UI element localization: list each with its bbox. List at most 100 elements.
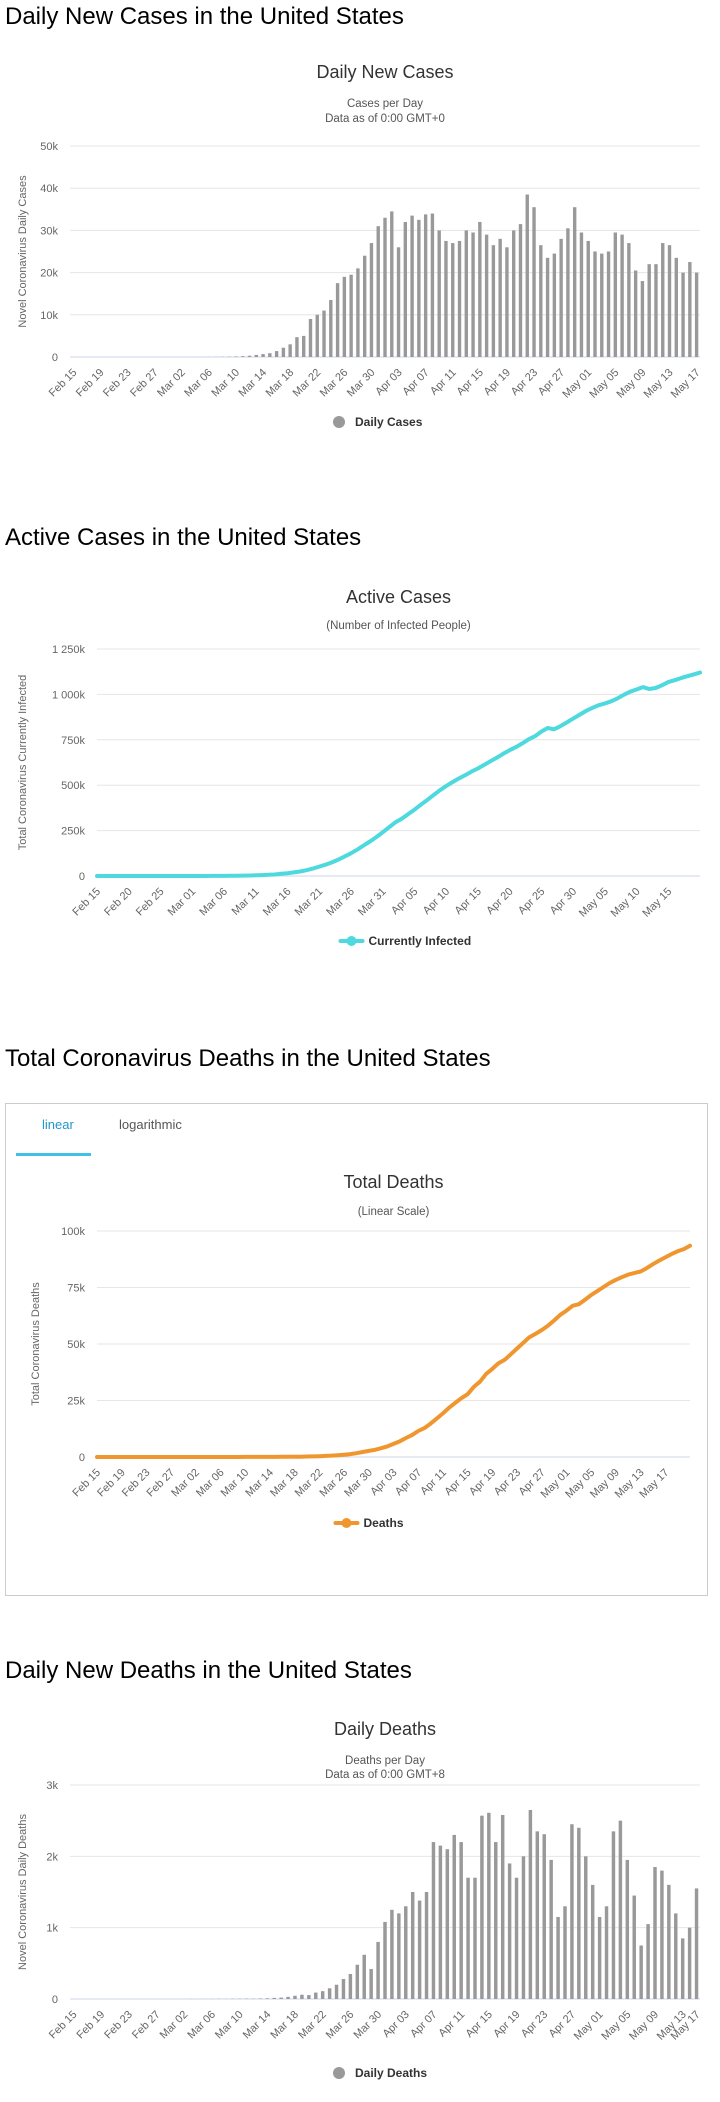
bar — [369, 243, 374, 357]
bar — [362, 1954, 366, 1999]
bar — [268, 353, 272, 357]
bar — [613, 232, 618, 357]
x-tick-label: Mar 22 — [296, 2009, 329, 2042]
bar — [356, 268, 360, 357]
bar — [653, 1867, 657, 1999]
bar — [620, 234, 624, 357]
bar — [315, 314, 319, 357]
bar — [491, 245, 496, 357]
x-tick-label: May 10 — [609, 886, 643, 920]
bar — [525, 194, 529, 357]
active-cases-heading: Active Cases in the United States — [5, 524, 362, 551]
bar — [457, 240, 462, 357]
bar — [535, 1831, 540, 1999]
x-tick-label: Apr 20 — [484, 886, 515, 917]
bar — [390, 1909, 394, 1999]
bar — [349, 274, 353, 357]
x-tick-label: Apr 11 — [428, 367, 459, 398]
bar — [688, 262, 692, 357]
tab-logarithmic[interactable]: logarithmic — [119, 1117, 182, 1132]
bar — [279, 1997, 283, 1999]
x-tick-label: Feb 27 — [130, 2009, 163, 2042]
bar — [293, 1995, 297, 1999]
legend-marker — [333, 416, 345, 428]
bar — [570, 1824, 574, 1999]
series-line — [95, 1243, 692, 1459]
bar — [459, 1842, 463, 1999]
bar — [265, 1998, 270, 1999]
x-tick-label: Apr 03 — [373, 367, 404, 398]
y-tick-label: 40k — [40, 183, 58, 195]
bar — [518, 224, 523, 357]
x-tick-label: Apr 07 — [400, 367, 431, 398]
x-tick-label: Feb 23 — [102, 2009, 135, 2042]
y-tick-label: 2k — [46, 1851, 58, 1863]
bar — [341, 1979, 346, 1999]
x-tick-label: Feb 20 — [102, 886, 135, 919]
x-tick-label: Feb 15 — [70, 886, 103, 919]
bar — [452, 1834, 456, 1999]
x-tick-label: May 05 — [577, 886, 611, 920]
y-tick-label: 3k — [46, 1780, 58, 1792]
total-deaths-chart: Total Deaths (Linear Scale) 0 25k 50k 75k 100k… — [30, 1172, 692, 1530]
legend-marker — [333, 2067, 345, 2079]
x-tick-label: Apr 03 — [380, 2009, 411, 2040]
legend-label: Daily Cases — [355, 415, 423, 429]
bar — [295, 337, 299, 357]
bar — [348, 1974, 353, 1999]
bar — [667, 1884, 671, 1999]
bar — [376, 1941, 380, 1999]
x-tick-label: Mar 01 — [166, 886, 199, 919]
chart-subtitle-2: Data as of 0:00 GMT+0 — [325, 113, 445, 125]
x-tick-label: Mar 02 — [155, 367, 188, 400]
bar — [466, 1877, 470, 1999]
x-tick-label: Apr 23 — [509, 367, 540, 398]
legend-label: Deaths — [364, 1516, 404, 1530]
bar — [647, 264, 651, 357]
x-tick-label: May 09 — [615, 367, 649, 401]
legend-label: Daily Deaths — [355, 2066, 427, 2080]
bar — [674, 1913, 678, 1999]
bar — [584, 1856, 588, 1999]
x-tick-label: Apr 15 — [455, 367, 486, 398]
bar — [444, 240, 448, 357]
y-tick-label: 0 — [79, 871, 85, 883]
tab-linear[interactable]: linear — [42, 1117, 74, 1132]
x-tick-label: May 17 — [669, 367, 703, 401]
y-tick-label: 50k — [40, 141, 58, 153]
chart-title: Daily New Cases — [316, 62, 453, 82]
bar — [390, 211, 394, 357]
x-tick-label: Apr 19 — [482, 367, 513, 398]
bar — [288, 344, 292, 357]
y-tick-label: 0 — [52, 352, 58, 364]
bar — [274, 351, 279, 357]
bar — [410, 215, 414, 357]
x-tick-label: May 05 — [599, 2009, 633, 2043]
x-tick-label: Feb 15 — [47, 2009, 80, 2042]
bar — [451, 243, 455, 357]
bar — [396, 247, 401, 357]
x-tick-label: Mar 11 — [230, 886, 262, 918]
bar — [694, 272, 699, 357]
y-tick-label: 25k — [67, 1396, 85, 1408]
y-tick-label: 30k — [40, 225, 58, 237]
bar — [437, 230, 441, 357]
y-tick-label: 50k — [67, 1339, 85, 1351]
bar — [308, 319, 313, 357]
bar — [484, 234, 489, 357]
legend-marker — [346, 936, 357, 946]
bar — [674, 257, 678, 357]
bar — [556, 1916, 560, 1999]
y-tick-label: 1k — [46, 1923, 58, 1935]
bar — [521, 1856, 526, 1999]
x-tick-label: Mar 14 — [236, 367, 269, 400]
x-tick-label: Mar 26 — [324, 2009, 357, 2042]
bar — [646, 1924, 650, 1999]
bar — [528, 1809, 533, 1999]
bar — [661, 243, 665, 357]
x-tick-label: May 15 — [640, 886, 674, 920]
x-tick-label: Mar 16 — [261, 886, 294, 919]
total-deaths-heading: Total Coronavirus Deaths in the United S… — [5, 1045, 491, 1072]
daily-cases-chart: Daily New Cases Cases per Day Data as of 0… — [17, 62, 703, 429]
bar — [494, 1842, 498, 1999]
